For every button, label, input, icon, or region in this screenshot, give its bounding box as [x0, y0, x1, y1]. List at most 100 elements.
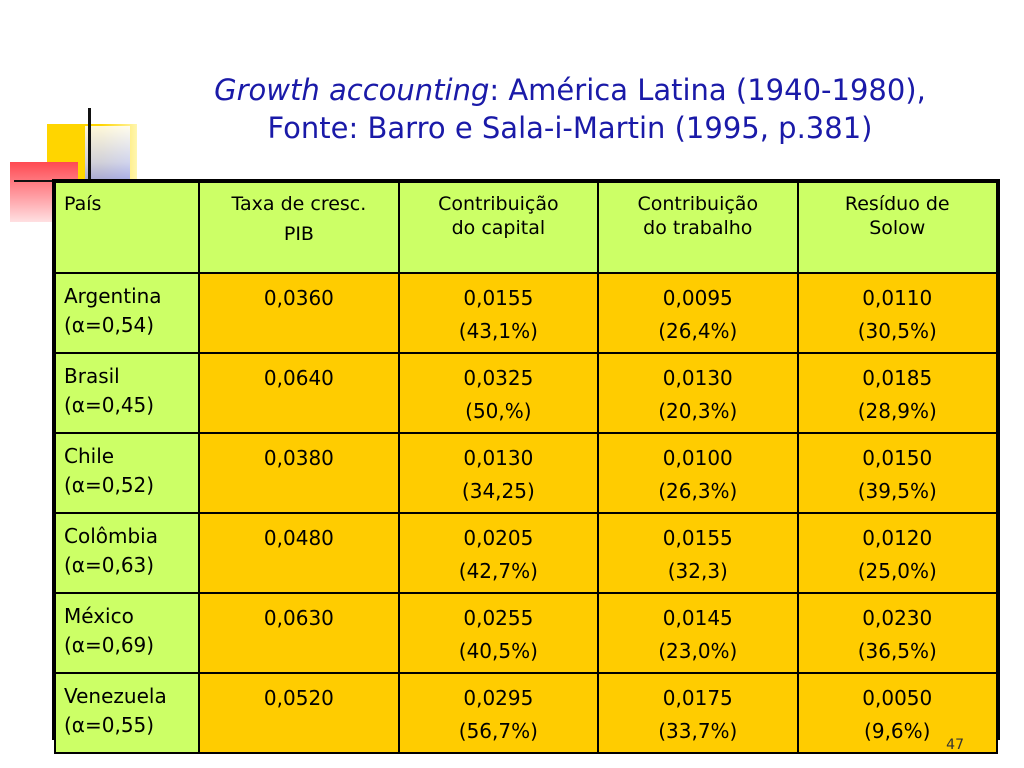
cell-trabalho: 0,0095 (26,4%) — [597, 272, 799, 354]
trabalho-value: 0,0145 — [662, 606, 733, 630]
header-label-l1: Contribuição — [637, 193, 759, 215]
cell-trabalho: 0,0155 (32,3) — [597, 512, 799, 594]
residuo-pct: (30,5%) — [857, 319, 937, 343]
country-alpha: (α=0,63) — [64, 553, 155, 577]
cell-trabalho: 0,0145 (23,0%) — [597, 592, 799, 674]
cell-trabalho: 0,0100 (26,3%) — [597, 432, 799, 514]
cell-residuo: 0,0050 (9,6%) — [796, 672, 999, 754]
cell-residuo: 0,0120 (25,0%) — [796, 512, 999, 594]
slide-title: Growth accounting: América Latina (1940-… — [150, 71, 990, 147]
country-name: Brasil — [64, 364, 120, 388]
header-label-l2: Solow — [869, 217, 926, 239]
table-row: Venezuela (α=0,55) 0,0520 0,0295 (56,7%) 0,01… — [53, 672, 999, 754]
country-alpha: (α=0,55) — [64, 713, 155, 737]
cell-country: Venezuela (α=0,55) — [53, 672, 201, 754]
pib-value: 0,0630 — [263, 606, 334, 630]
cell-trabalho: 0,0175 (33,7%) — [597, 672, 799, 754]
trabalho-pct: (32,3) — [667, 559, 728, 583]
cell-capital: 0,0155 (43,1%) — [397, 272, 600, 354]
capital-value: 0,0205 — [463, 526, 534, 550]
capital-value: 0,0325 — [463, 366, 534, 390]
country-name: Chile — [64, 444, 115, 468]
title-line-1-rest: : América Latina (1940-1980), — [489, 73, 926, 107]
pib-value: 0,0380 — [263, 446, 334, 470]
country-name: Argentina — [64, 284, 162, 308]
residuo-pct: (39,5%) — [857, 479, 937, 503]
cell-residuo: 0,0185 (28,9%) — [796, 352, 999, 434]
pib-value: 0,0520 — [263, 686, 334, 710]
cell-pib: 0,0360 — [198, 272, 400, 354]
trabalho-value: 0,0130 — [662, 366, 733, 390]
cell-capital: 0,0205 (42,7%) — [397, 512, 600, 594]
trabalho-value: 0,0155 — [662, 526, 733, 550]
capital-value: 0,0155 — [463, 286, 534, 310]
country-name: Colômbia — [64, 524, 158, 548]
residuo-pct: (25,0%) — [857, 559, 937, 583]
trabalho-value: 0,0095 — [662, 286, 733, 310]
cell-residuo: 0,0150 (39,5%) — [796, 432, 999, 514]
capital-pct: (56,7%) — [458, 719, 538, 743]
country-alpha: (α=0,69) — [64, 633, 155, 657]
trabalho-pct: (23,0%) — [658, 639, 738, 663]
cell-residuo: 0,0230 (36,5%) — [796, 592, 999, 674]
pib-value: 0,0360 — [263, 286, 334, 310]
header-label-l2: do trabalho — [643, 217, 753, 239]
residuo-value: 0,0230 — [862, 606, 933, 630]
title-line-2: Fonte: Barro e Sala-i-Martin (1995, p.38… — [267, 111, 873, 145]
table-header-row: País Taxa de cresc. PIB Contribuição do ca… — [53, 181, 999, 274]
table-row: Colômbia (α=0,63) 0,0480 0,0205 (42,7%) 0,015… — [53, 512, 999, 594]
trabalho-value: 0,0100 — [662, 446, 733, 470]
header-pais: País — [53, 181, 201, 274]
cell-capital: 0,0255 (40,5%) — [397, 592, 600, 674]
residuo-value: 0,0150 — [862, 446, 933, 470]
cell-country: Brasil (α=0,45) — [53, 352, 201, 434]
header-label-l1: Taxa de cresc. — [231, 193, 367, 215]
decor-horizontal-line — [14, 180, 144, 182]
growth-table: País Taxa de cresc. PIB Contribuição do ca… — [52, 179, 1000, 754]
title-italic: Growth accounting — [214, 73, 490, 107]
capital-value: 0,0295 — [463, 686, 534, 710]
residuo-value: 0,0185 — [862, 366, 933, 390]
cell-trabalho: 0,0130 (20,3%) — [597, 352, 799, 434]
capital-pct: (40,5%) — [458, 639, 538, 663]
header-label-l1: Contribuição — [438, 193, 559, 215]
cell-pib: 0,0380 — [198, 432, 400, 514]
header-label-l1: Resíduo de — [844, 193, 950, 215]
capital-pct: (50,%) — [465, 399, 532, 423]
header-taxa-pib: Taxa de cresc. PIB — [198, 181, 400, 274]
header-residuo: Resíduo de Solow — [796, 181, 999, 274]
cell-pib: 0,0640 — [198, 352, 400, 434]
capital-pct: (42,7%) — [458, 559, 538, 583]
capital-pct: (43,1%) — [458, 319, 538, 343]
cell-capital: 0,0130 (34,25) — [397, 432, 600, 514]
cell-capital: 0,0325 (50,%) — [397, 352, 600, 434]
country-alpha: (α=0,54) — [64, 313, 155, 337]
cell-country: Colômbia (α=0,63) — [53, 512, 201, 594]
country-name: Venezuela — [64, 684, 167, 708]
capital-pct: (34,25) — [461, 479, 535, 503]
cell-pib: 0,0480 — [198, 512, 400, 594]
decor-vertical-line — [88, 108, 91, 220]
table-row: México (α=0,69) 0,0630 0,0255 (40,5%) 0,0145 (… — [53, 592, 999, 674]
table-row: Argentina (α=0,54) 0,0360 0,0155 (43,1%) 0,00… — [53, 272, 999, 354]
pib-value: 0,0480 — [263, 526, 334, 550]
header-label-l2: PIB — [283, 223, 314, 245]
trabalho-pct: (33,7%) — [658, 719, 738, 743]
header-trabalho: Contribuição do trabalho — [597, 181, 799, 274]
cell-country: Chile (α=0,52) — [53, 432, 201, 514]
cell-residuo: 0,0110 (30,5%) — [796, 272, 999, 354]
cell-country: México (α=0,69) — [53, 592, 201, 674]
trabalho-value: 0,0175 — [662, 686, 733, 710]
trabalho-pct: (20,3%) — [658, 399, 738, 423]
residuo-pct: (9,6%) — [864, 719, 931, 743]
capital-value: 0,0130 — [463, 446, 534, 470]
cell-pib: 0,0520 — [198, 672, 400, 754]
pib-value: 0,0640 — [263, 366, 334, 390]
capital-value: 0,0255 — [463, 606, 534, 630]
country-alpha: (α=0,45) — [64, 393, 155, 417]
title-line-1: Growth accounting: América Latina (1940-… — [150, 71, 990, 109]
table-row: Chile (α=0,52) 0,0380 0,0130 (34,25) 0,0100 (2… — [53, 432, 999, 514]
page-number: 47 — [946, 737, 964, 753]
residuo-pct: (28,9%) — [857, 399, 937, 423]
country-alpha: (α=0,52) — [64, 473, 155, 497]
